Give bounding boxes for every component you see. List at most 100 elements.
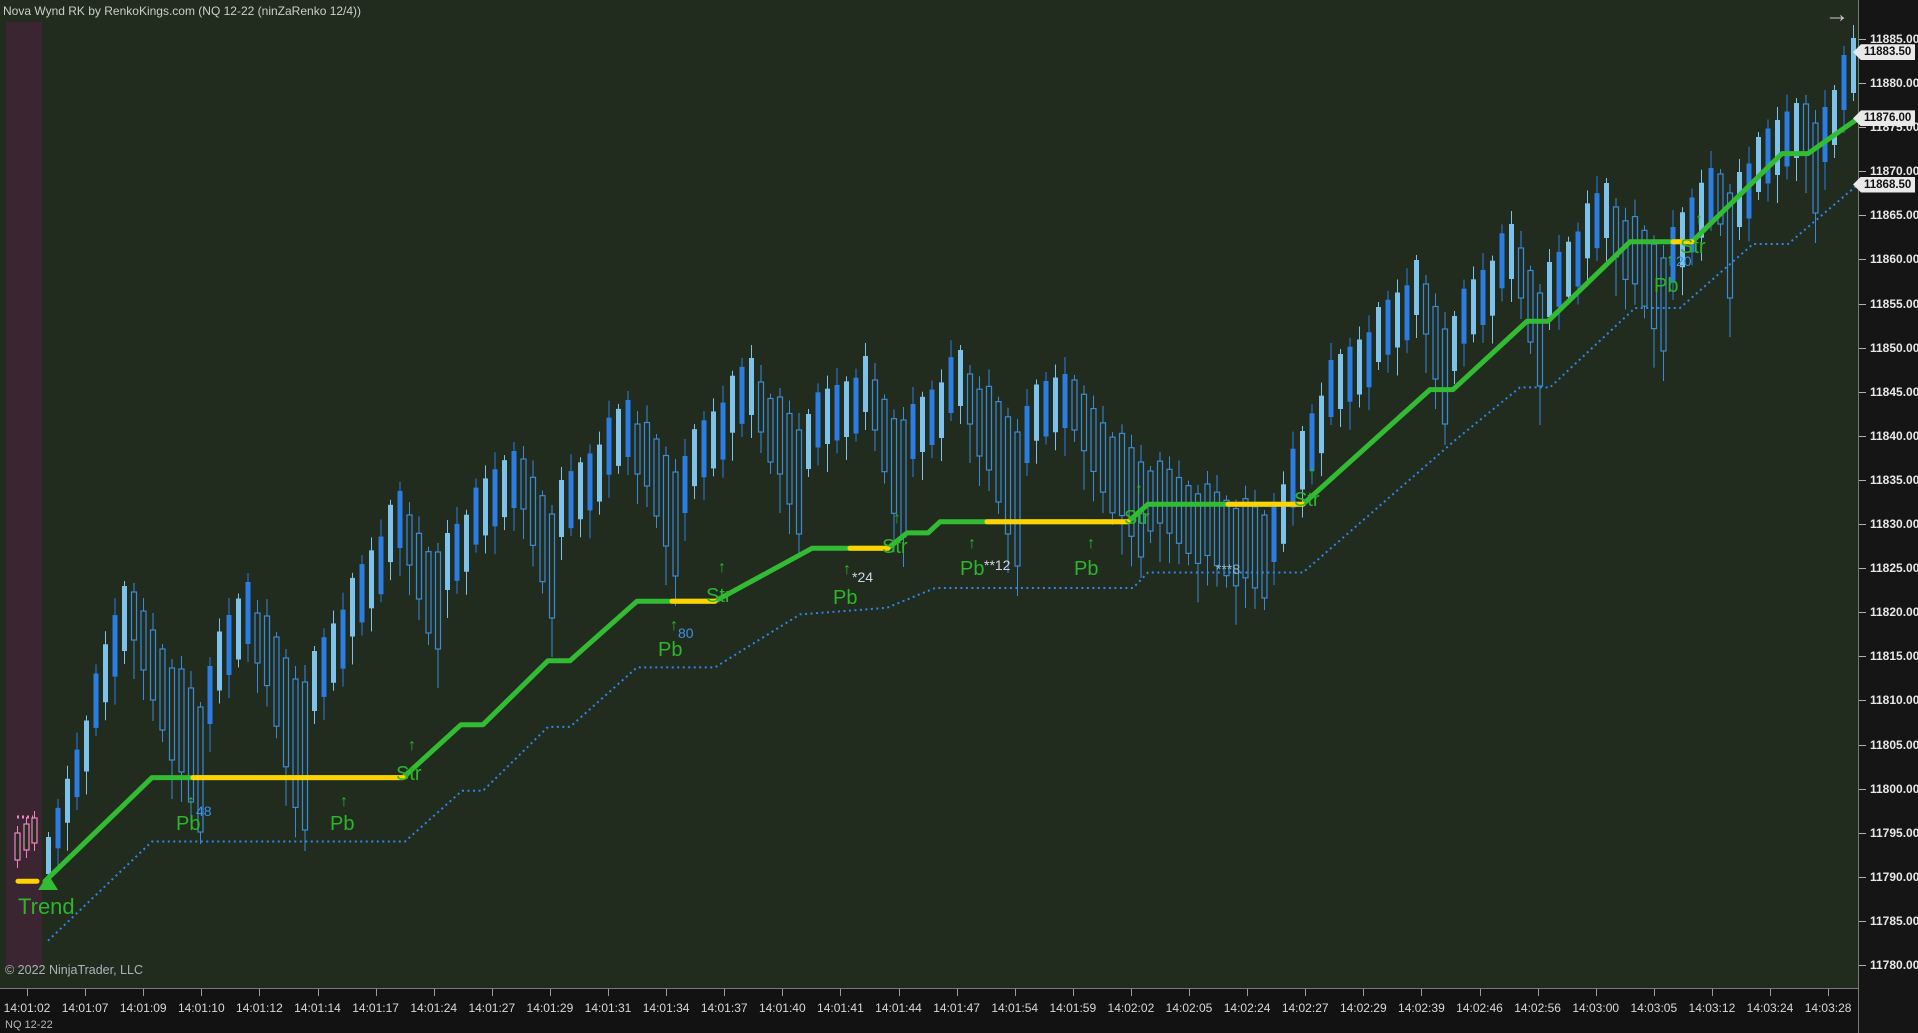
time-tick-label: 14:02:05 xyxy=(1165,1001,1213,1015)
time-tick-label: 14:01:47 xyxy=(933,1001,980,1015)
price-tick xyxy=(1859,964,1866,966)
time-tick-label: 14:01:44 xyxy=(875,1001,922,1015)
price-tick xyxy=(1859,83,1866,85)
time-tick xyxy=(433,989,435,996)
time-tick xyxy=(724,989,726,996)
price-tick xyxy=(1859,347,1866,349)
price-tick xyxy=(1859,744,1866,746)
time-tick-label: 14:02:24 xyxy=(1223,1001,1271,1015)
time-tick xyxy=(782,989,784,996)
time-tick-label: 14:01:41 xyxy=(817,1001,864,1015)
time-tick xyxy=(898,989,900,996)
price-tick xyxy=(1859,303,1866,305)
time-tick-label: 14:01:24 xyxy=(410,1001,458,1015)
time-tick-label: 14:03:12 xyxy=(1688,1001,1736,1015)
price-tick-label: 11800.00 xyxy=(1870,781,1918,796)
time-tick xyxy=(1595,989,1597,996)
price-tick-label: 11820.00 xyxy=(1870,605,1918,620)
time-tick xyxy=(1479,989,1481,996)
price-tick-label: 11855.00 xyxy=(1870,296,1918,311)
price-tick-label: 11835.00 xyxy=(1870,472,1918,487)
time-tick-label: 14:01:02 xyxy=(3,1001,51,1015)
time-tick-label: 14:01:10 xyxy=(177,1001,225,1015)
time-tick xyxy=(1189,989,1190,996)
time-tick-label: 14:01:34 xyxy=(642,1001,690,1015)
price-tick xyxy=(1859,391,1866,393)
price-tick xyxy=(1859,259,1866,261)
price-tick-label: 11790.00 xyxy=(1870,869,1918,884)
stop-line-tag: 11868.50 xyxy=(1853,176,1916,193)
price-tick xyxy=(1859,127,1866,129)
time-tick-label: 14:01:17 xyxy=(352,1001,399,1015)
price-tick-label: 11840.00 xyxy=(1870,428,1918,443)
copyright-text: © 2022 NinjaTrader, LLC xyxy=(5,963,143,977)
time-tick-label: 14:01:07 xyxy=(61,1001,109,1015)
price-tick xyxy=(1859,39,1866,40)
price-tick xyxy=(1859,700,1866,702)
price-tick xyxy=(1859,656,1866,658)
price-tick xyxy=(1859,435,1866,437)
time-tick xyxy=(840,989,842,996)
time-tick xyxy=(1363,989,1365,996)
time-tick xyxy=(1711,989,1713,996)
history-band xyxy=(6,22,42,968)
time-tick xyxy=(1305,989,1307,996)
time-tick-label: 14:01:29 xyxy=(526,1001,574,1015)
time-tick-label: 14:01:40 xyxy=(758,1001,806,1015)
time-tick xyxy=(1247,989,1249,996)
time-tick-label: 14:02:29 xyxy=(1339,1001,1387,1015)
time-tick-label: 14:01:27 xyxy=(468,1001,516,1015)
price-tick-label: 11810.00 xyxy=(1870,693,1918,708)
price-tick-label: 11860.00 xyxy=(1870,252,1918,267)
price-tick xyxy=(1859,524,1866,526)
time-axis[interactable]: NQ 12-22 NINJATRADER® 14:01:0214:01:0714… xyxy=(0,988,1858,1033)
price-tick-label: 11880.00 xyxy=(1870,76,1918,91)
price-tick xyxy=(1859,568,1866,570)
trend-line-tag: 11876.00 xyxy=(1853,110,1916,127)
price-tick xyxy=(1859,612,1866,614)
chart-surface[interactable]: Trend Str Str Str Str Str Str Pb Pb Pb Pb Pb Pb Pb 48 8… xyxy=(0,0,1858,988)
time-tick xyxy=(1130,989,1132,996)
time-tick xyxy=(549,989,551,996)
price-tick-label: 11785.00 xyxy=(1870,913,1918,928)
time-tick xyxy=(1421,989,1423,996)
price-tick xyxy=(1859,215,1866,217)
price-tick-label: 11865.00 xyxy=(1870,208,1918,223)
time-tick xyxy=(956,989,958,996)
time-tick xyxy=(27,989,28,996)
time-tick-label: 14:03:05 xyxy=(1630,1001,1678,1015)
time-tick-label: 14:01:54 xyxy=(991,1001,1039,1015)
time-tick xyxy=(143,989,145,996)
time-tick xyxy=(1653,989,1655,996)
time-tick xyxy=(1014,989,1016,996)
price-tick xyxy=(1859,171,1866,173)
price-tick-label: 11830.00 xyxy=(1870,517,1918,532)
price-tick xyxy=(1859,479,1866,481)
time-tick-label: 14:01:37 xyxy=(700,1001,748,1015)
scroll-right-arrow-icon[interactable]: → xyxy=(1825,1,1849,28)
price-tick xyxy=(1859,876,1866,878)
price-axis[interactable]: 11885.00 11880.00 11875.00 11870.00 11865.00… xyxy=(1853,0,1918,1033)
time-tick-label: 14:02:56 xyxy=(1514,1001,1561,1015)
price-tick xyxy=(1859,832,1866,834)
time-tick-label: 14:02:46 xyxy=(1456,1001,1503,1015)
price-plot xyxy=(14,25,1858,942)
time-tick xyxy=(375,989,377,996)
price-tick-label: 11845.00 xyxy=(1870,384,1918,399)
price-tick-label: 11825.00 xyxy=(1870,561,1918,576)
price-tick xyxy=(1859,920,1866,922)
price-tick-label: 11885.00 xyxy=(1870,32,1918,46)
time-tick xyxy=(1770,989,1771,996)
time-tick-label: 14:01:09 xyxy=(119,1001,167,1015)
time-tick-label: 14:03:28 xyxy=(1804,1001,1852,1015)
time-tick xyxy=(608,989,609,996)
time-tick-label: 14:02:02 xyxy=(1107,1001,1155,1015)
last-price-tag: 11883.50 xyxy=(1853,44,1916,61)
chart-title: Nova Wynd RK by RenkoKings.com (NQ 12-22… xyxy=(3,4,362,18)
time-tick-label: 14:02:39 xyxy=(1398,1001,1445,1015)
time-tick xyxy=(85,989,87,996)
price-tick-label: 11805.00 xyxy=(1870,737,1918,752)
time-tick xyxy=(259,989,261,996)
time-tick xyxy=(317,989,319,996)
